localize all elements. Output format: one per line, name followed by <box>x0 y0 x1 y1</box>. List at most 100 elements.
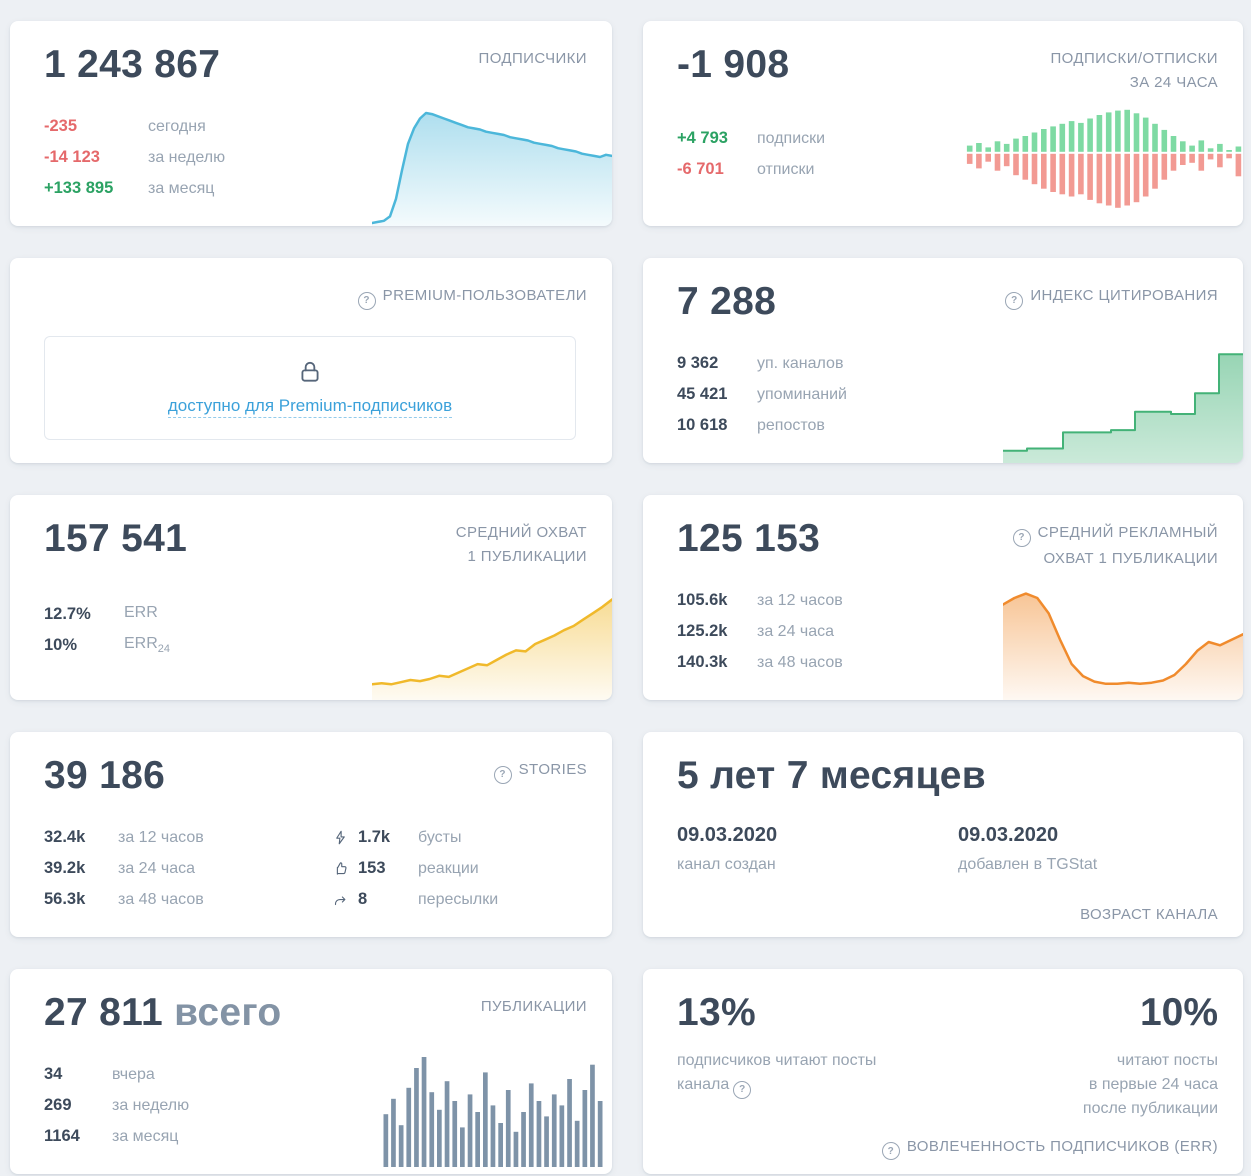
channel-added: 09.03.2020 добавлен в TGStat <box>958 824 1097 874</box>
citation-index-chart[interactable] <box>1003 336 1243 463</box>
stat-row: 105.6k за 12 часов <box>677 585 843 616</box>
channel-age-value: 5 лет 7 месяцев <box>677 754 987 797</box>
stat-value: 9 362 <box>677 354 719 372</box>
like-icon <box>333 861 358 876</box>
stat-row: +4 793 подписки <box>677 123 825 154</box>
stat-row: 125.2k за 24 часа <box>677 616 843 647</box>
stat-value: -14 123 <box>44 148 100 166</box>
stat-label: за неделю <box>148 148 226 166</box>
engagement-card: 13% 10% подписчиков читают посты канала … <box>643 969 1243 1174</box>
publications-chart[interactable] <box>382 1052 604 1168</box>
subs-unsubs-card-title: ПОДПИСКИ/ОТПИСКИ ЗА 24 ЧАСА <box>1050 47 1218 95</box>
stat-label: за месяц <box>112 1127 179 1145</box>
created-label: канал создан <box>677 856 776 873</box>
stories-stats-left: 32.4k за 12 часов 39.2k за 24 часа 56.3k… <box>44 822 204 915</box>
stat-label: за 24 часа <box>757 622 835 640</box>
stat-label: ERR24 <box>124 635 171 656</box>
subs-unsubs-card: -1 908 ПОДПИСКИ/ОТПИСКИ ЗА 24 ЧАСА +4 79… <box>643 21 1243 226</box>
channel-age-footer: ВОЗРАСТ КАНАЛА <box>1080 906 1218 923</box>
added-label: добавлен в TGStat <box>958 856 1098 873</box>
avg-reach-card: 157 541 СРЕДНИЙ ОХВАТ 1 ПУБЛИКАЦИИ 12.7%… <box>10 495 612 700</box>
title-line: ПОДПИСКИ/ОТПИСКИ <box>1050 50 1218 67</box>
stat-row: 1164 за месяц <box>44 1121 189 1152</box>
stat-label: за неделю <box>112 1096 190 1114</box>
subs-unsubs-net-count: -1 908 <box>677 43 790 86</box>
stat-row: 39.2k за 24 часа <box>44 853 204 884</box>
stat-row: 10 618 репостов <box>677 410 847 441</box>
created-date: 09.03.2020 <box>677 824 778 846</box>
stat-value: 32.4k <box>44 828 86 846</box>
stat-value: +4 793 <box>677 129 728 147</box>
ad-reach-card-title: СРЕДНИЙ РЕКЛАМНЫЙ ОХВАТ 1 ПУБЛИКАЦИИ <box>1012 521 1218 571</box>
title-text: STORIES <box>518 761 587 778</box>
subscribers-count: 1 243 867 <box>44 43 221 86</box>
citation-card-title: ИНДЕКС ЦИТИРОВАНИЯ <box>1005 284 1218 310</box>
stat-label: пересылки <box>418 890 499 908</box>
subscribers-card-title: ПОДПИСЧИКИ <box>478 50 587 67</box>
ad-reach-stats: 105.6k за 12 часов 125.2k за 24 часа 140… <box>677 585 843 678</box>
stories-value: 39 186 <box>44 754 166 797</box>
help-icon[interactable] <box>1012 529 1031 547</box>
stories-card: 39 186 STORIES 32.4k за 12 часов 39.2k з… <box>10 732 612 937</box>
err24-percent: 10% <box>1139 991 1218 1034</box>
added-date: 09.03.2020 <box>958 824 1059 846</box>
avg-reach-card-title: СРЕДНИЙ ОХВАТ 1 ПУБЛИКАЦИИ <box>456 521 587 569</box>
lock-icon <box>297 359 323 385</box>
subscribers-stats: -235 сегодня -14 123 за неделю +133 895 … <box>44 111 225 204</box>
avg-reach-stats: 12.7% ERR 10% ERR24 <box>44 599 170 661</box>
subscribers-chart[interactable] <box>372 104 612 226</box>
stat-value: 140.3k <box>677 653 728 671</box>
ad-reach-chart[interactable] <box>1003 578 1243 700</box>
err24-description: читают посты в первые 24 часа после публ… <box>1082 1052 1218 1117</box>
stat-value: -6 701 <box>677 160 724 178</box>
stat-label: за 48 часов <box>757 653 843 671</box>
stat-value: +133 895 <box>44 179 114 197</box>
boost-icon <box>333 830 358 845</box>
stat-row: 1.7k бусты <box>333 822 498 853</box>
premium-card-title: PREMIUM-ПОЛЬЗОВАТЕЛИ <box>357 284 587 310</box>
stat-label: реакции <box>418 859 479 877</box>
stat-row: 9 362 уп. каналов <box>677 348 847 379</box>
help-icon[interactable] <box>733 1081 752 1099</box>
publications-card: 27 811 всего ПУБЛИКАЦИИ 34 вчера 269 за … <box>10 969 612 1174</box>
stat-label: уп. каналов <box>757 354 844 372</box>
stat-label: подписки <box>757 129 826 147</box>
err-percent: 13% <box>677 991 756 1034</box>
avg-reach-chart[interactable] <box>372 582 612 700</box>
stat-row: 269 за неделю <box>44 1090 189 1121</box>
publications-count: 27 811 всего <box>44 991 282 1034</box>
stat-row: -14 123 за неделю <box>44 142 225 173</box>
stat-value: 12.7% <box>44 605 91 623</box>
stat-value: 125.2k <box>677 622 728 640</box>
channel-age-card: 5 лет 7 месяцев 09.03.2020 канал создан … <box>643 732 1243 937</box>
help-icon[interactable] <box>1005 292 1024 310</box>
stat-label: ERR <box>124 604 158 622</box>
title-text: ИНДЕКС ЦИТИРОВАНИЯ <box>1030 287 1218 304</box>
subscribers-card: 1 243 867 ПОДПИСЧИКИ -235 сегодня -14 12… <box>10 21 612 226</box>
err-description: подписчиков читают посты канала <box>677 1049 909 1099</box>
forward-icon <box>333 892 358 907</box>
title-line: ЗА 24 ЧАСА <box>1129 74 1218 91</box>
premium-locked-box: доступно для Premium-подписчиков <box>44 336 576 440</box>
premium-subscribe-link[interactable]: доступно для Premium-подписчиков <box>167 396 453 418</box>
channel-created: 09.03.2020 канал создан <box>677 824 777 874</box>
stat-value: 1.7k <box>358 828 391 846</box>
stat-row: 8 пересылки <box>333 884 498 915</box>
stat-label: упоминаний <box>757 385 847 403</box>
title-line: СРЕДНИЙ ОХВАТ <box>455 524 587 541</box>
help-icon[interactable] <box>357 292 376 310</box>
subs-unsubs-chart[interactable] <box>965 107 1243 211</box>
stat-row: 10% ERR24 <box>44 630 170 661</box>
stat-label: вчера <box>112 1065 155 1083</box>
help-icon[interactable] <box>493 766 512 784</box>
stat-label: репостов <box>757 416 825 434</box>
stat-row: 140.3k за 48 часов <box>677 647 843 678</box>
stat-label: за 48 часов <box>118 890 204 908</box>
title-line: ОХВАТ 1 ПУБЛИКАЦИИ <box>1043 550 1218 567</box>
stat-row: -6 701 отписки <box>677 154 825 185</box>
stat-label: бусты <box>418 828 462 846</box>
help-icon[interactable] <box>881 1142 900 1160</box>
stat-value: 34 <box>44 1065 63 1083</box>
title-line: 1 ПУБЛИКАЦИИ <box>467 548 587 565</box>
